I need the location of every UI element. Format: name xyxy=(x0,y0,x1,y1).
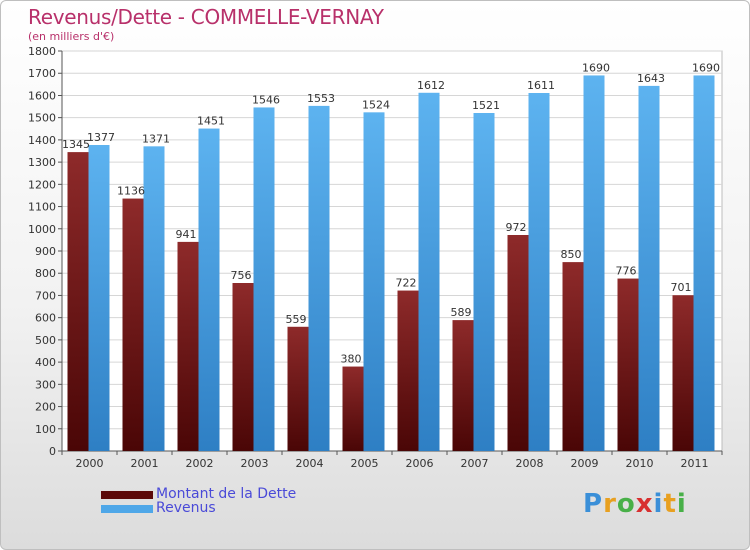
bar-revenus xyxy=(143,146,165,452)
legend-label-dette: Montant de la Dette xyxy=(156,486,297,502)
bar-dette xyxy=(287,326,309,451)
chart-subtitle: (en milliers d'€) xyxy=(28,30,115,43)
legend-swatch-revenus xyxy=(101,505,153,513)
data-label-dette: 1345 xyxy=(62,138,90,151)
y-tick-label: 1800 xyxy=(28,45,56,58)
bar-dette xyxy=(232,283,254,451)
y-tick-label: 400 xyxy=(35,356,56,369)
data-label-dette: 850 xyxy=(561,248,582,261)
logo-letter: i xyxy=(653,489,664,519)
bar-revenus xyxy=(418,92,440,452)
logo-letter: t xyxy=(663,489,677,519)
bar-revenus xyxy=(363,112,385,451)
data-label-dette: 1136 xyxy=(117,185,145,198)
bar-revenus xyxy=(308,105,330,451)
data-label-revenus: 1377 xyxy=(87,131,115,144)
bar-dette xyxy=(672,295,694,451)
data-label-dette: 380 xyxy=(341,353,362,366)
bar-revenus xyxy=(693,75,715,451)
y-tick-label: 300 xyxy=(35,378,56,391)
x-tick-label: 2003 xyxy=(241,457,269,470)
chart-title: Revenus/Dette - COMMELLE-VERNAY xyxy=(28,5,384,29)
x-tick-label: 2011 xyxy=(681,457,709,470)
data-label-dette: 756 xyxy=(231,269,252,282)
data-label-revenus: 1611 xyxy=(527,79,555,92)
x-tick-label: 2010 xyxy=(626,457,654,470)
data-label-dette: 589 xyxy=(451,306,472,319)
bar-revenus xyxy=(583,75,605,451)
data-label-revenus: 1521 xyxy=(472,99,500,112)
data-label-dette: 722 xyxy=(396,277,417,290)
data-label-dette: 941 xyxy=(176,228,197,241)
data-label-revenus: 1690 xyxy=(582,61,610,74)
bar-revenus xyxy=(638,85,660,451)
bar-revenus xyxy=(198,128,220,452)
x-tick-label: 2000 xyxy=(76,457,104,470)
data-label-revenus: 1643 xyxy=(637,72,665,85)
y-tick-label: 200 xyxy=(35,401,56,414)
y-tick-label: 1600 xyxy=(28,89,56,102)
y-tick-label: 700 xyxy=(35,289,56,302)
data-label-revenus: 1451 xyxy=(197,115,225,128)
data-label-dette: 972 xyxy=(506,221,527,234)
x-tick-label: 2001 xyxy=(131,457,159,470)
x-tick-label: 2002 xyxy=(186,457,214,470)
bar-dette xyxy=(397,290,419,451)
x-tick-label: 2005 xyxy=(351,457,379,470)
bar-dette xyxy=(507,235,529,451)
legend-label-revenus: Revenus xyxy=(156,500,216,516)
data-label-revenus: 1371 xyxy=(142,132,170,145)
data-label-dette: 701 xyxy=(671,281,692,294)
data-label-revenus: 1553 xyxy=(307,92,335,105)
data-label-dette: 776 xyxy=(616,265,637,278)
logo-letter: P xyxy=(583,489,604,519)
data-label-revenus: 1546 xyxy=(252,93,280,106)
y-tick-label: 900 xyxy=(35,245,56,258)
bar-dette xyxy=(617,278,639,451)
y-tick-label: 500 xyxy=(35,334,56,347)
bar-dette xyxy=(452,320,474,451)
bar-revenus xyxy=(528,93,550,451)
y-tick-label: 800 xyxy=(35,267,56,280)
y-tick-label: 1200 xyxy=(28,178,56,191)
logo-letter: x xyxy=(635,489,654,519)
logo-letter: i xyxy=(676,489,687,519)
y-tick-label: 1400 xyxy=(28,134,56,147)
bar-dette xyxy=(342,366,364,451)
y-tick-label: 600 xyxy=(35,312,56,325)
bar-revenus xyxy=(88,145,110,451)
legend-swatch-dette xyxy=(101,491,153,499)
logo-letter: r xyxy=(603,489,617,519)
bar-revenus xyxy=(473,113,495,451)
y-tick-label: 1300 xyxy=(28,156,56,169)
x-tick-label: 2007 xyxy=(461,457,489,470)
data-label-revenus: 1690 xyxy=(692,61,720,74)
y-tick-label: 100 xyxy=(35,423,56,436)
y-tick-label: 1100 xyxy=(28,201,56,214)
y-tick-label: 1000 xyxy=(28,223,56,236)
data-label-revenus: 1612 xyxy=(417,79,445,92)
x-tick-label: 2008 xyxy=(516,457,544,470)
x-tick-label: 2009 xyxy=(571,457,599,470)
bar-revenus xyxy=(253,107,275,451)
x-tick-label: 2006 xyxy=(406,457,434,470)
x-tick-label: 2004 xyxy=(296,457,324,470)
bar-dette xyxy=(562,262,584,451)
logo-letter: o xyxy=(616,489,636,519)
proxiti-logo: Proxiti xyxy=(583,489,687,519)
bar-dette xyxy=(122,198,144,451)
data-label-dette: 559 xyxy=(286,313,307,326)
y-tick-label: 1700 xyxy=(28,67,56,80)
y-tick-label: 0 xyxy=(49,445,56,458)
bar-dette xyxy=(177,241,199,451)
data-label-revenus: 1524 xyxy=(362,98,390,111)
y-tick-label: 1500 xyxy=(28,112,56,125)
bar-dette xyxy=(67,152,89,451)
